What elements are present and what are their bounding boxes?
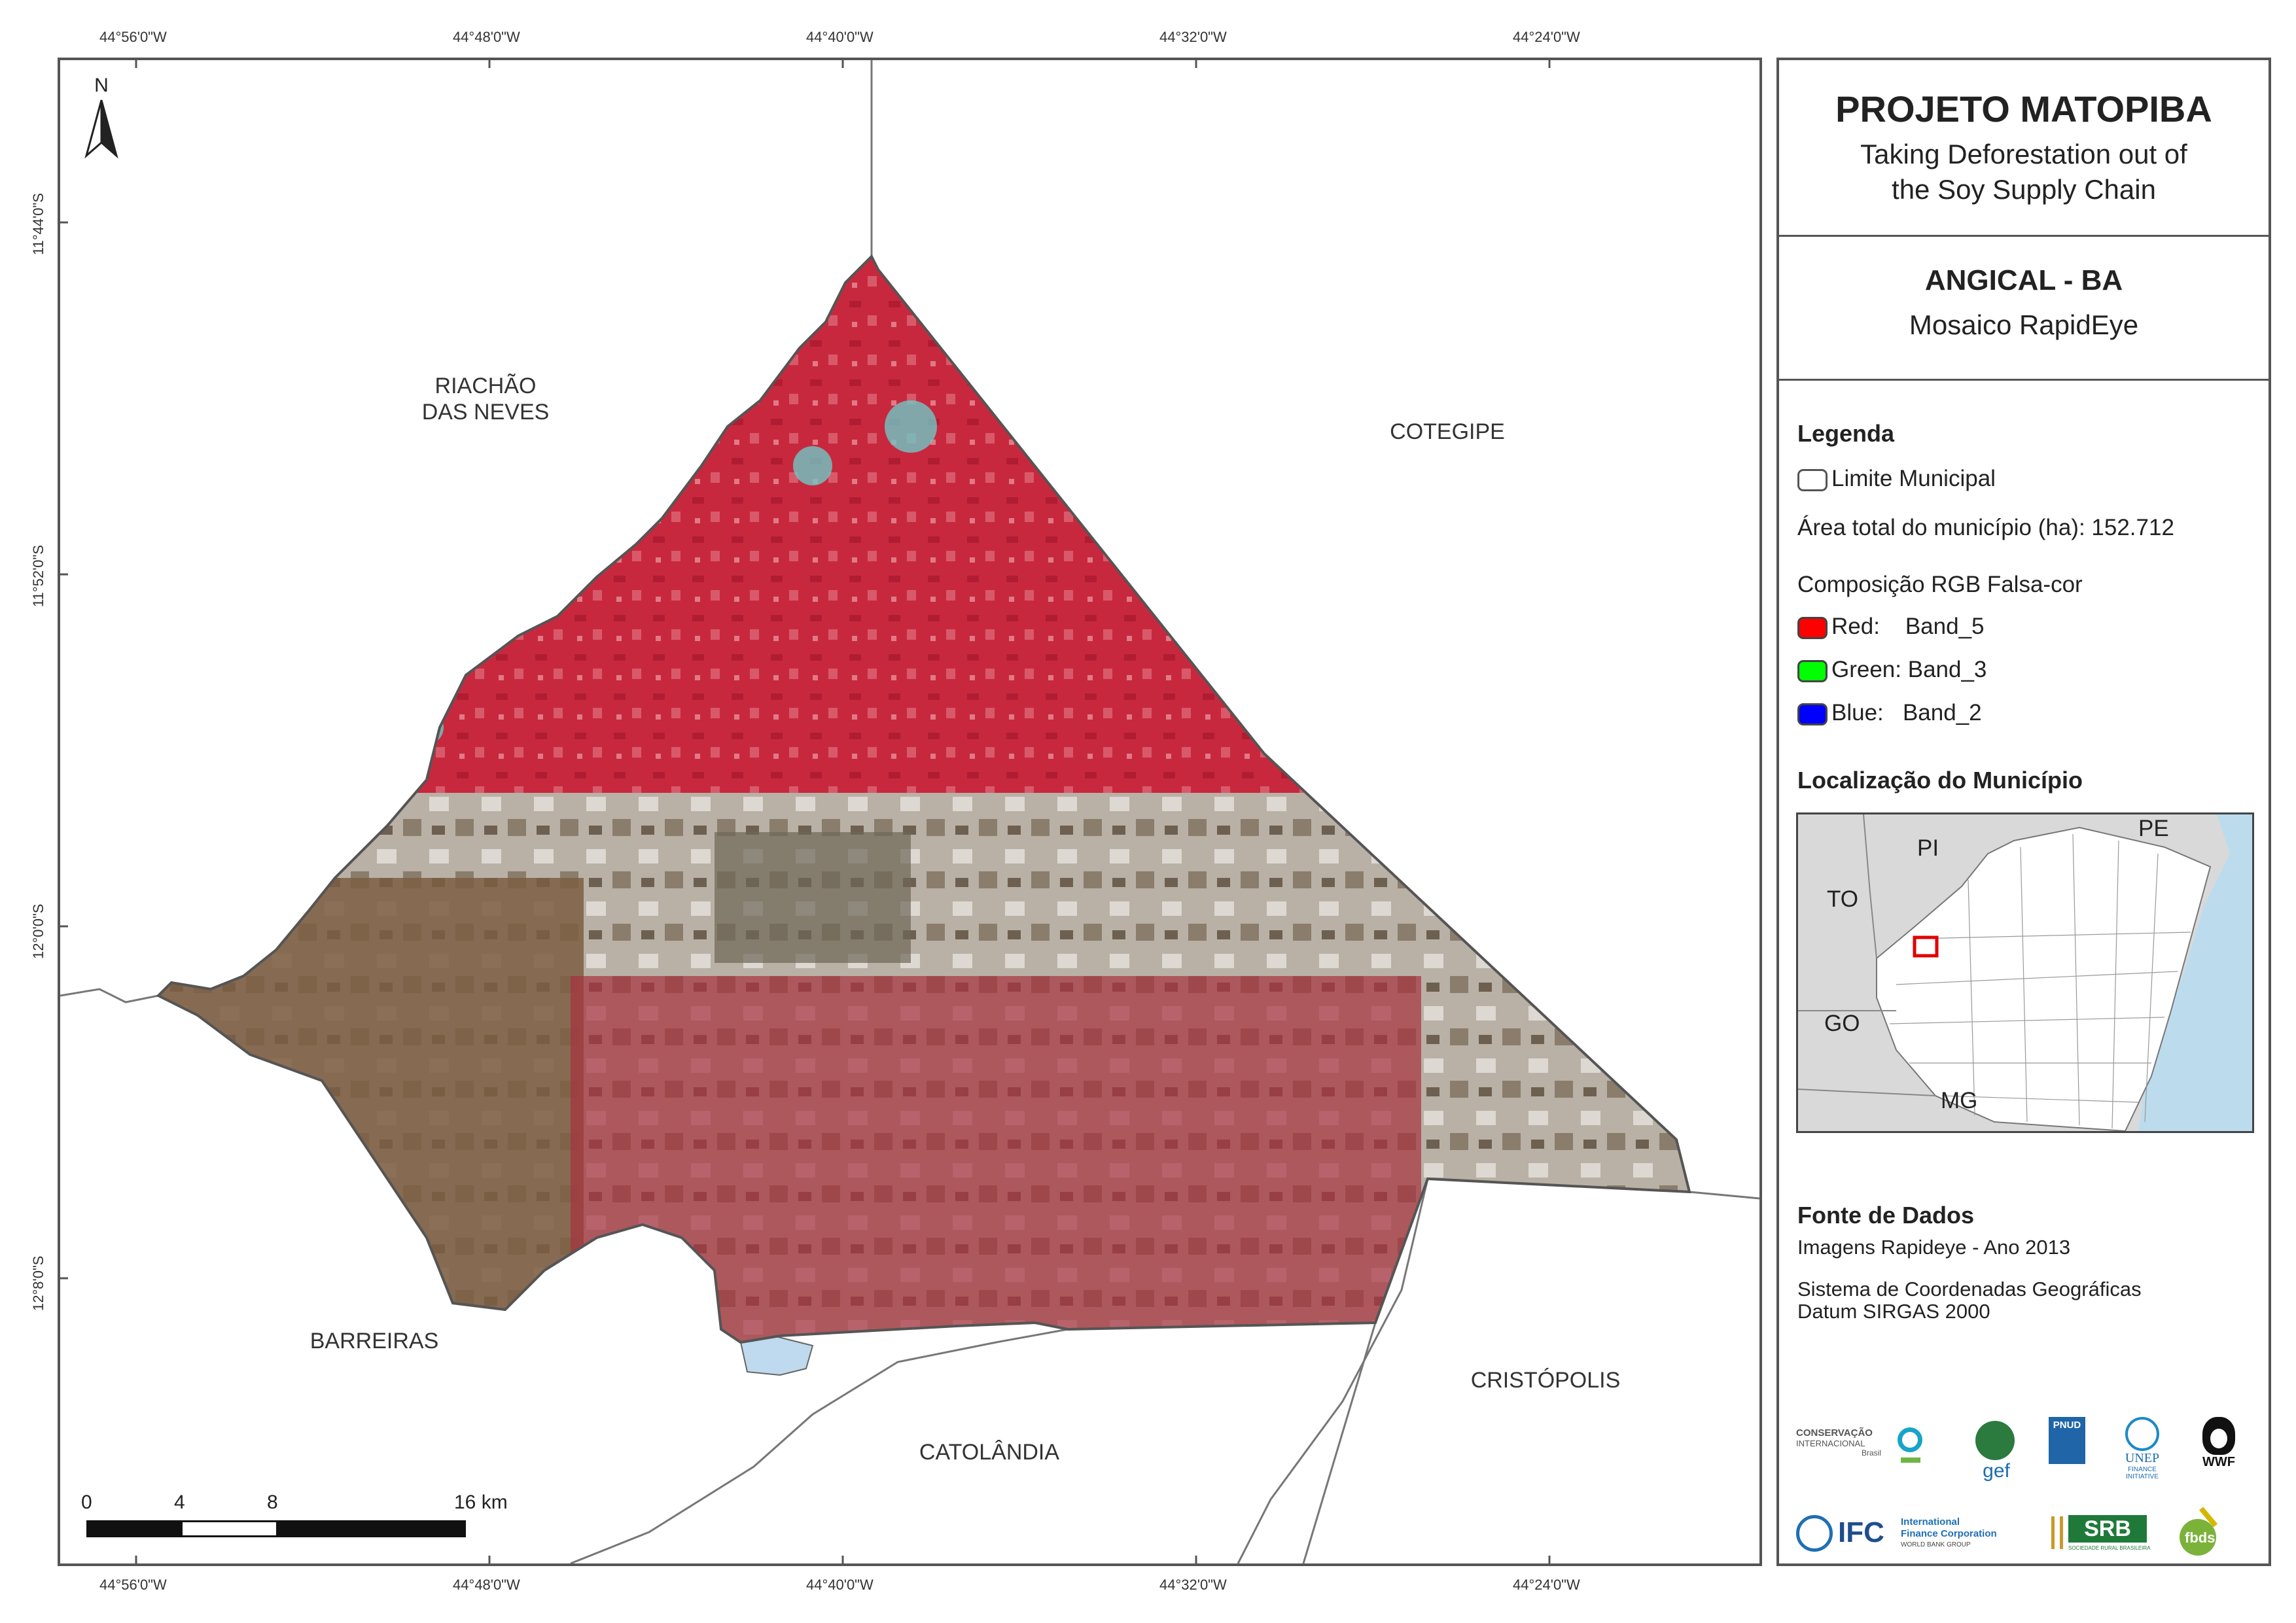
legend-heading: Legenda [1797,420,1895,447]
municipality-section: ANGICAL - BA Mosaico RapidEye [1779,237,2269,381]
ci-circle-icon [1898,1427,1922,1452]
scale-tick-4: 4 [174,1492,185,1513]
scale-bar: 0 4 8 16 km [81,1492,539,1544]
municipal-boundary [156,254,1691,1344]
legend-band-green: Green: Band_3 [1797,657,1987,683]
place-catolandia: CATOLÂNDIA [919,1440,1060,1465]
blue-swatch [1797,703,1828,725]
legend-band-green-label: Green: Band_3 [1831,657,1987,682]
inset-label-pi: PI [1917,835,1939,861]
coord-left-2: 11°52'0"S [30,544,46,607]
place-cotegipe: COTEGIPE [1390,419,1505,444]
project-subtitle-1: Taking Deforestation out of [1860,139,2187,169]
place-cristopolis: CRISTÓPOLIS [1470,1368,1621,1393]
north-arrow: N [79,75,124,166]
logo-pnud: PNUD [2049,1417,2088,1482]
title-section: PROJETO MATOPIBA Taking Deforestation ou… [1779,60,2269,237]
project-subtitle-2: the Soy Supply Chain [1892,174,2156,205]
legend-boundary-label: Limite Municipal [1831,466,1996,491]
sources-line-3: Datum SIRGAS 2000 [1797,1300,1990,1323]
inset-label-to: TO [1827,886,1858,912]
inset-label-mg: MG [1941,1088,1978,1113]
north-label: N [94,75,109,96]
sources-heading: Fonte de Dados [1797,1202,1975,1229]
logo-conservacao-internacional: CONSERVAÇÃO INTERNACIONAL Brasil [1796,1427,1927,1486]
coord-left-1: 11°44'0"S [30,192,46,255]
logo-ifc: IFC International Finance Corporation WO… [1796,1512,2032,1558]
legend-band-blue-label: Blue: Band_2 [1831,700,1982,725]
legend-band-red-label: Red: Band_5 [1831,614,1985,639]
coord-top-3: 44°40'0"W [806,29,874,45]
coord-left-4: 12°8'0"S [30,1255,46,1311]
srb-wheat-icon [2051,1516,2063,1549]
coord-top-5: 44°24'0"W [1513,29,1580,45]
legend-composition: Composição RGB Falsa-cor [1797,572,2083,597]
scale-bar-graphic [86,1520,466,1537]
ifc-globe-icon [1796,1515,1833,1552]
logo-gef: gef [1970,1421,2022,1486]
green-swatch [1797,659,1828,682]
logo-unep: UNEP FINANCE INITIATIVE [2113,1417,2172,1489]
coord-bottom-3: 44°40'0"W [806,1577,874,1593]
logo-wwf: WWF [2193,1417,2245,1489]
location-heading: Localização do Município [1797,767,2083,794]
inset-label-pe: PE [2138,816,2169,841]
scale-tick-8: 8 [267,1492,278,1513]
info-panel: PROJETO MATOPIBA Taking Deforestation ou… [1776,58,2271,1566]
north-arrow-icon [84,99,118,159]
coord-bottom-2: 44°48'0"W [453,1577,520,1593]
coord-left-3: 12°0'0"S [30,903,46,959]
coord-top-4: 44°32'0"W [1159,29,1227,45]
panda-icon [2202,1417,2235,1455]
sources-section: Fonte de Dados Imagens Rapideye - Ano 20… [1779,1202,2269,1359]
place-barreiras: BARREIRAS [309,1329,439,1353]
sources-line-1: Imagens Rapideye - Ano 2013 [1797,1236,2071,1259]
coord-bottom-4: 44°32'0"W [1159,1577,1227,1593]
project-title: PROJETO MATOPIBA [1835,88,2212,130]
coord-top-2: 44°48'0"W [453,29,520,45]
red-swatch [1797,616,1828,639]
legend-boundary: Limite Municipal [1797,466,1996,492]
location-inset-map: PI PE TO GO MG [1796,812,2254,1133]
coord-bottom-1: 44°56'0"W [99,1577,167,1593]
coord-top-1: 44°56'0"W [99,29,167,45]
gef-globe-icon [1975,1421,2015,1460]
coord-bottom-5: 44°24'0"W [1513,1577,1580,1593]
legend-band-red: Red: Band_5 [1797,614,1985,640]
map-canvas [60,60,1759,1563]
boundary-swatch [1797,468,1828,491]
logo-fbds: fbds [2180,1506,2252,1558]
municipality-name: ANGICAL - BA [1924,264,2123,296]
mosaic-label: Mosaico RapidEye [1909,309,2139,340]
place-riachao-das-neves: RIACHÃO DAS NEVES [421,374,550,425]
logo-srb: SRB SOCIEDADE RURAL BRASILEIRA [2051,1512,2163,1558]
unep-globe-icon [2125,1417,2159,1451]
map-frame: N RIACHÃO DAS NEVES COTEGIPE BARREIRAS C… [58,58,1762,1566]
logos-section: CONSERVAÇÃO INTERNACIONAL Brasil gef PNU… [1779,1395,2269,1558]
inset-label-go: GO [1824,1011,1860,1036]
legend-section: Legenda Limite Municipal Área total do m… [1779,381,2269,1251]
fbds-circle-icon [2180,1519,2216,1556]
legend-band-blue: Blue: Band_2 [1797,700,1982,726]
sources-line-2: Sistema de Coordenadas Geográficas [1797,1278,2142,1300]
scale-tick-0: 0 [81,1492,92,1513]
legend-area: Área total do município (ha): 152.712 [1797,515,2174,540]
scale-tick-16: 16 km [454,1492,508,1513]
inset-map-graphic [1798,814,2252,1131]
